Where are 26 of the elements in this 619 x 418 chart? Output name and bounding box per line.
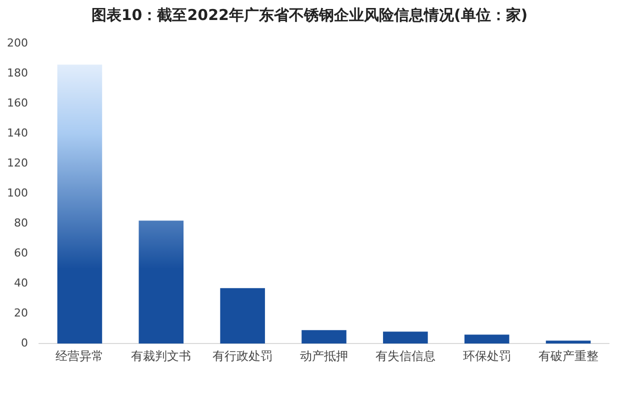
y-tick-label: 100 <box>6 186 28 200</box>
x-tick-label: 有失信信息 <box>375 348 436 363</box>
bar <box>464 334 510 344</box>
x-tick-label: 经营异常 <box>56 348 104 363</box>
y-tick-label: 60 <box>14 246 28 260</box>
chart-title: 图表10：截至2022年广东省不锈钢企业风险信息情况(单位：家) <box>90 6 529 25</box>
x-tick-label: 有裁判文书 <box>131 348 192 363</box>
y-tick-label: 160 <box>6 96 28 110</box>
y-tick-label: 20 <box>14 306 28 320</box>
x-tick-label: 环保处罚 <box>462 348 511 363</box>
x-tick-label: 有破产重整 <box>538 348 598 363</box>
x-tick-label: 有行政处罚 <box>212 348 273 363</box>
y-tick-label: 80 <box>14 216 28 230</box>
bar <box>383 332 428 344</box>
x-tick-label: 动产抵押 <box>300 348 348 363</box>
bar <box>546 340 591 344</box>
y-tick-label: 120 <box>6 156 28 170</box>
bar <box>220 288 265 344</box>
y-tick-label: 140 <box>6 126 28 140</box>
y-tick-label: 200 <box>6 36 28 50</box>
bar <box>57 64 102 344</box>
bar <box>138 220 184 344</box>
y-tick-label: 40 <box>14 276 28 290</box>
bar <box>302 330 346 344</box>
y-tick-label: 0 <box>20 336 28 350</box>
y-tick-label: 180 <box>6 66 28 80</box>
